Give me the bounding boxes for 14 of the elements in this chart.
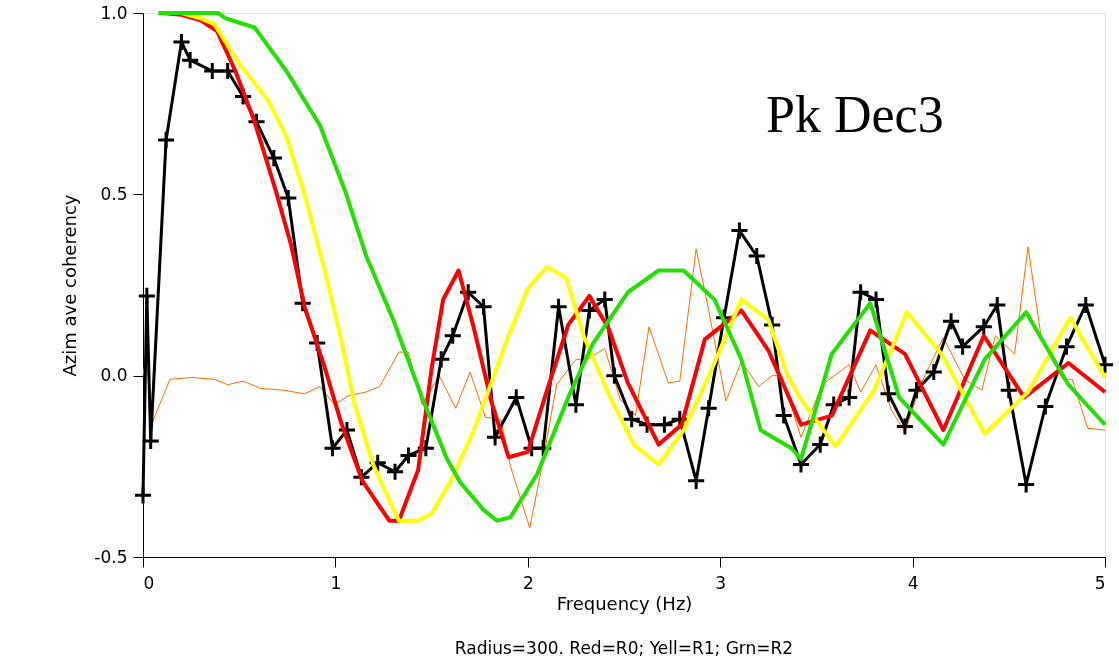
x-tick-label: 0 [143, 572, 155, 593]
y-tick-label: 1.0 [100, 2, 128, 23]
text: Radius=300. Red=R0; Yell=R1; Grn=R2 [454, 638, 794, 658]
x-tick-label: 2 [522, 572, 534, 593]
x-axis-title: Frequency (Hz) [556, 592, 693, 614]
x-tick-label: 4 [907, 572, 919, 593]
y-tick-label: 0.5 [100, 183, 128, 204]
y-tick-label: 0.0 [100, 365, 128, 386]
y-axis-title: Azim ave coherency [59, 194, 81, 377]
x-tick-label: 5 [1094, 572, 1106, 593]
y-tick-label: -0.5 [94, 546, 128, 567]
x-tick-label: 1 [330, 572, 342, 593]
annotation: Pk Dec3 [766, 86, 944, 144]
x-tick-label: 3 [715, 572, 727, 593]
